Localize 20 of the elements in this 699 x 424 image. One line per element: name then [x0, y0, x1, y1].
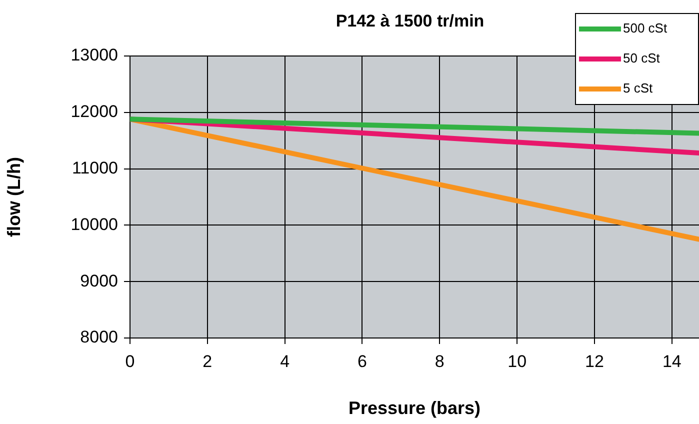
y-tick-label: 12000: [70, 102, 118, 122]
y-tick-label: 8000: [80, 328, 118, 347]
x-tick-label: 6: [358, 352, 367, 371]
y-axis-title: flow (L/h): [4, 157, 24, 237]
x-tick-label: 4: [280, 352, 290, 371]
legend-label: 50 cSt: [623, 50, 660, 66]
x-tick-label: 8: [434, 352, 444, 371]
x-tick-label: 12: [585, 352, 604, 371]
x-axis-title: Pressure (bars): [348, 398, 481, 418]
x-tick-label: 10: [508, 352, 527, 371]
x-tick-label: 0: [125, 352, 135, 371]
y-tick-label: 13000: [70, 46, 118, 65]
legend-label: 500 cSt: [623, 20, 668, 36]
x-tick-label: 14: [662, 352, 682, 371]
y-tick-label: 9000: [80, 271, 118, 290]
y-tick-label: 10000: [70, 214, 118, 234]
legend-label: 5 cSt: [623, 80, 654, 96]
y-tick-label: 11000: [72, 158, 118, 178]
chart-title: P142 à 1500 tr/min: [336, 12, 484, 31]
x-tick-label: 2: [202, 352, 212, 371]
